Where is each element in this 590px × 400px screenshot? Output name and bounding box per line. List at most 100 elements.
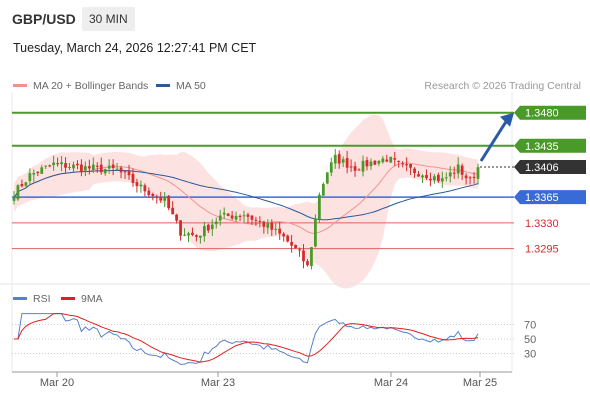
candle-body [325, 172, 329, 184]
candle-body [28, 173, 32, 182]
candle-body [329, 162, 333, 173]
forecast-arrow-head [500, 112, 514, 127]
candle-body [214, 221, 218, 225]
candle-body [95, 165, 99, 167]
time-tick-label: Mar 24 [374, 377, 408, 389]
candle-body [405, 164, 409, 166]
candle-body [210, 224, 214, 230]
candle-body [444, 177, 448, 179]
candle-body [369, 161, 373, 167]
candle-body [361, 160, 365, 172]
symbol-label: GBP/USD [12, 11, 76, 27]
candle-body [310, 247, 313, 267]
candle-body [401, 163, 405, 165]
ma50-label: MA 50 [176, 80, 206, 92]
rsi-swatch [13, 296, 27, 300]
forecast-arrow-shaft [479, 120, 508, 162]
candle-body [199, 235, 202, 238]
candle-body [306, 261, 309, 266]
candle-body [409, 163, 412, 168]
candle-body [417, 174, 420, 177]
candle-body [286, 235, 290, 242]
candle-body [282, 233, 286, 237]
candle-body [171, 207, 175, 215]
time-tick-label: Mar 23 [201, 377, 235, 389]
candle-body [80, 164, 83, 172]
candle-body [48, 165, 52, 167]
ma20-label: MA 20 + Bollinger Bands [33, 80, 149, 92]
level-label-support: 1.3330 [525, 218, 559, 230]
candle-body [381, 158, 385, 163]
candle-body [64, 163, 67, 168]
rsi-tick-label: 50 [524, 334, 536, 346]
level-label-current: 1.3406 [525, 162, 559, 174]
candle-body [433, 176, 436, 181]
level-tag-resistance [514, 105, 586, 120]
candle-body [151, 193, 155, 197]
candle-body [175, 214, 178, 221]
candle-body [460, 165, 464, 175]
candle-body [20, 183, 24, 187]
candle-body [218, 215, 222, 221]
candle-body [119, 167, 123, 173]
legend-9ma: 9MA [61, 293, 103, 305]
candle-body [167, 195, 171, 209]
credit-text: Research © 2026 Trading Central [424, 80, 581, 92]
level-tag-current [514, 160, 586, 175]
candle-body [274, 228, 278, 230]
ma9-swatch [61, 296, 75, 300]
candle-body [425, 175, 428, 179]
candle-body [103, 169, 107, 174]
candle-body [476, 167, 480, 179]
ma20-swatch [13, 83, 27, 87]
candle-body [464, 175, 468, 179]
legend-rsi: RSI [13, 293, 51, 305]
candle-body [163, 197, 167, 201]
level-label-resistance: 1.3435 [525, 141, 559, 153]
level-tag-resistance [514, 138, 586, 153]
candle-body [99, 164, 103, 173]
candle-body [353, 166, 357, 171]
candle-body [127, 170, 131, 176]
candle-body [159, 197, 163, 201]
candle-body [111, 164, 115, 169]
candle-body [302, 250, 305, 262]
candle-body [135, 182, 139, 187]
candle-body [183, 234, 186, 236]
rsi-tick-label: 70 [524, 320, 536, 332]
candle-body [206, 224, 210, 231]
legend-ma50: MA 50 [156, 80, 206, 92]
candle-body [36, 171, 40, 173]
candle-body [123, 171, 127, 173]
bollinger-band-area [13, 114, 479, 289]
time-axis: Mar 20 Mar 23 Mar 24 Mar 25 [12, 371, 512, 389]
ma50-swatch [156, 83, 170, 87]
timeframe-badge[interactable]: 30 MIN [82, 7, 135, 31]
candlesticks [12, 148, 480, 270]
candle-body [40, 167, 44, 174]
candle-body [298, 249, 301, 251]
candle-body [421, 175, 424, 178]
candle-body [341, 159, 345, 163]
candle-body [187, 233, 190, 236]
level-label-resistance: 1.3480 [525, 108, 559, 120]
candle-body [115, 168, 119, 170]
ma9-label: 9MA [81, 293, 103, 305]
moving-averages [13, 162, 479, 234]
candle-body [440, 178, 444, 182]
candle-body [195, 235, 198, 237]
candle-body [254, 219, 258, 221]
chart-header: GBP/USD 30 MIN [0, 0, 590, 36]
candle-body [107, 165, 111, 169]
candle-body [250, 215, 254, 220]
bollinger-band [13, 114, 479, 289]
rsi-panel: 70 50 30 [12, 313, 536, 365]
candle-body [357, 169, 361, 171]
candle-body [238, 215, 242, 217]
candle-body [139, 184, 143, 187]
candle-body [294, 244, 297, 249]
candle-body [191, 232, 194, 235]
candle-body [337, 154, 341, 164]
candle-body [52, 162, 56, 166]
level-labels: 1.3480 1.3435 1.3406 1.3365 1.3330 1.3295 [479, 105, 586, 256]
